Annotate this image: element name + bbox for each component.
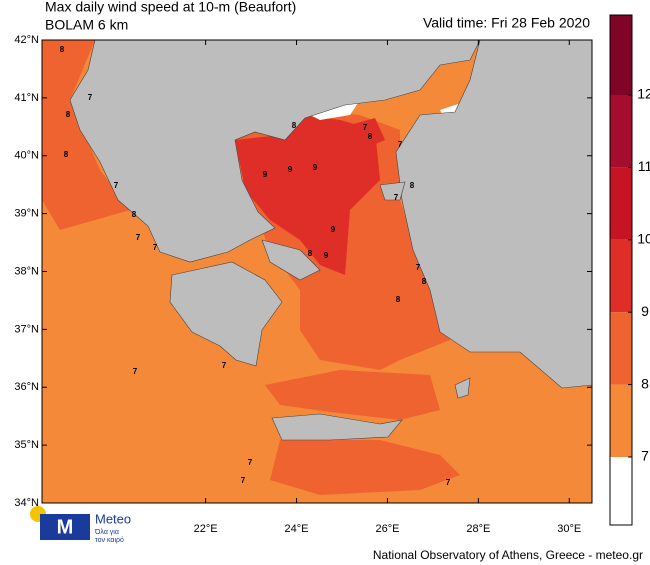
lat-tick-label: 40°N bbox=[14, 150, 39, 162]
colorbar-label: 11 bbox=[638, 158, 650, 174]
contour-label: 8 bbox=[396, 295, 401, 304]
zone-9 bbox=[350, 118, 385, 150]
colorbar-segment bbox=[610, 384, 632, 457]
contour-label: 9 bbox=[313, 163, 318, 172]
map-area bbox=[42, 40, 592, 503]
contour-label: 9 bbox=[263, 170, 268, 179]
zone-8 bbox=[270, 440, 460, 495]
colorbar-segment bbox=[610, 95, 632, 168]
lat-tick-label: 39°N bbox=[14, 208, 39, 220]
lat-tick-label: 35°N bbox=[14, 439, 39, 451]
contour-label: 9 bbox=[288, 165, 293, 174]
logo: M Meteo Όλα για τον καιρό bbox=[30, 506, 131, 544]
logo-tagline: τον καιρό bbox=[95, 536, 124, 544]
valid-time: Valid time: Fri 28 Feb 2020 bbox=[423, 15, 590, 31]
lon-tick-label: 28°E bbox=[466, 523, 490, 535]
contour-label: 7 bbox=[222, 361, 227, 370]
contour-label: 7 bbox=[114, 181, 119, 190]
land-rhodes bbox=[454, 377, 471, 399]
logo-name: Meteo bbox=[95, 511, 131, 526]
colorbar-segment bbox=[610, 457, 632, 525]
logo-mark bbox=[40, 514, 90, 540]
zone-8 bbox=[42, 40, 130, 230]
footer: National Observatory of Athens, Greece -… bbox=[373, 548, 643, 562]
colorbar-segment bbox=[610, 167, 632, 240]
contour-label: 7 bbox=[416, 263, 421, 272]
lat-tick-label: 36°N bbox=[14, 381, 39, 393]
colorbar-label: 10 bbox=[637, 231, 650, 247]
contour-label: 8 bbox=[66, 110, 71, 119]
zone-9 bbox=[235, 115, 380, 275]
colorbar-segment bbox=[610, 312, 632, 385]
contour-label: 7 bbox=[446, 478, 451, 487]
colorbar-segment bbox=[610, 239, 632, 313]
logo-tagline: Όλα για bbox=[94, 529, 119, 536]
contour-label: 8 bbox=[60, 45, 65, 54]
colorbar-label: 7 bbox=[641, 448, 649, 464]
lon-tick-label: 26°E bbox=[375, 523, 399, 535]
contour-label: 9 bbox=[324, 251, 329, 260]
contour-label: 7 bbox=[363, 123, 368, 132]
contour-label: 8 bbox=[292, 121, 297, 130]
colorbar-segment bbox=[610, 15, 632, 95]
land-balkans bbox=[69, 40, 481, 263]
contour-label: 8 bbox=[422, 277, 427, 286]
land-evia bbox=[261, 239, 321, 281]
contour-label: 8 bbox=[410, 181, 415, 190]
contour-label: 7 bbox=[398, 140, 403, 149]
logo-m: M bbox=[57, 516, 74, 538]
lon-tick-label: 22°E bbox=[194, 523, 218, 535]
contour-label: 7 bbox=[153, 243, 158, 252]
contour-label: 8 bbox=[368, 132, 373, 141]
title: Max daily wind speed at 10-m (Beaufort) bbox=[45, 0, 296, 15]
lat-tick-label: 42°N bbox=[14, 34, 39, 46]
subtitle: BOLAM 6 km bbox=[45, 17, 128, 33]
contour-label: 8 bbox=[308, 249, 313, 258]
lon-tick-label: 30°E bbox=[557, 523, 581, 535]
land-lesvos bbox=[379, 181, 406, 201]
contour-label: 9 bbox=[331, 225, 336, 234]
lat-tick-label: 34°N bbox=[14, 497, 39, 509]
lat-tick-label: 38°N bbox=[14, 265, 39, 277]
colorbar-label: 12 bbox=[637, 86, 650, 102]
contour-label: 7 bbox=[136, 233, 141, 242]
land-turkey bbox=[395, 40, 592, 389]
contour-label: 7 bbox=[248, 458, 253, 467]
contour-label: 8 bbox=[64, 150, 69, 159]
zone-8 bbox=[265, 370, 440, 420]
lat-tick-label: 37°N bbox=[14, 323, 39, 335]
contour-label: 7 bbox=[241, 476, 246, 485]
land-peloponnese bbox=[169, 261, 283, 367]
contour-label: 7 bbox=[394, 193, 399, 202]
land-crete bbox=[271, 413, 403, 441]
contour-label: 8 bbox=[132, 210, 137, 219]
lon-tick-label: 24°E bbox=[285, 523, 309, 535]
lat-tick-label: 41°N bbox=[14, 92, 39, 104]
colorbar-frame bbox=[609, 14, 633, 526]
colorbar-label: 9 bbox=[641, 303, 649, 319]
contour-label: 7 bbox=[133, 367, 138, 376]
contour-label: 7 bbox=[88, 93, 93, 102]
colorbar-label: 8 bbox=[641, 375, 649, 391]
